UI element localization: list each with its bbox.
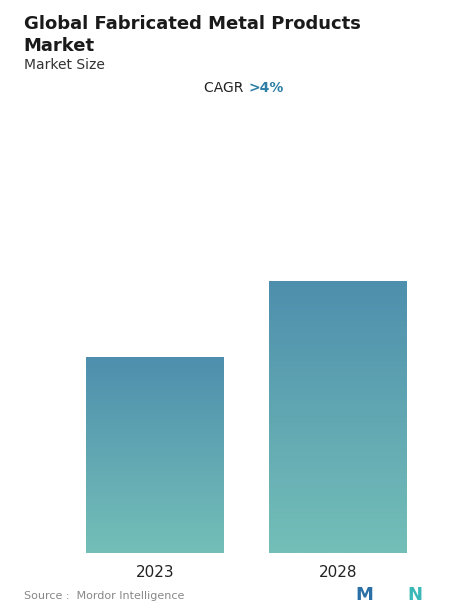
Text: CAGR: CAGR — [204, 81, 247, 95]
Text: Source :  Mordor Intelligence: Source : Mordor Intelligence — [24, 592, 184, 601]
Text: >4%: >4% — [249, 81, 284, 95]
Text: Market: Market — [24, 37, 95, 55]
Text: N: N — [408, 586, 423, 604]
Text: M: M — [355, 586, 373, 604]
Text: Global Fabricated Metal Products: Global Fabricated Metal Products — [24, 15, 361, 33]
Text: Market Size: Market Size — [24, 58, 105, 73]
